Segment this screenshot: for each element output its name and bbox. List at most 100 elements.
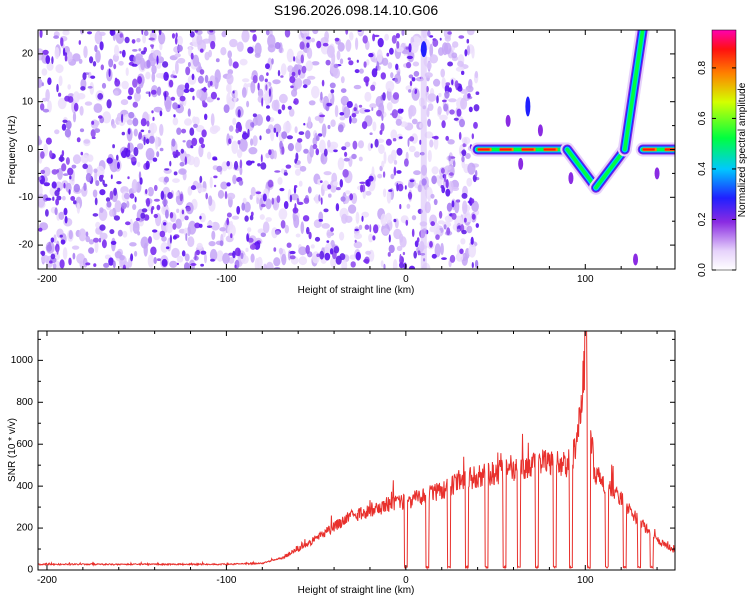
spectrogram-noise-blob (434, 243, 441, 258)
spectrogram-noise-blob (153, 213, 158, 219)
spectrogram-noise-blob (109, 30, 116, 36)
spectrogram-noise-blob (390, 129, 398, 140)
spectrogram-noise-blob (80, 30, 84, 35)
spectrogram-noise-blob (464, 49, 468, 57)
spectrogram-noise-blob (427, 195, 431, 202)
spectrogram-noise-blob (259, 214, 265, 220)
spectrogram-noise-blob (173, 171, 178, 176)
spectrogram-noise-blob (289, 76, 296, 84)
spectrogram-noise-blob (117, 229, 123, 237)
spectrogram-noise-blob (89, 82, 95, 95)
spectrogram-noise-blob (294, 185, 298, 188)
spectrogram-noise-blob (382, 188, 387, 198)
spectrogram-noise-blob (341, 213, 348, 224)
spectrogram-noise-blob (256, 197, 260, 205)
spectrogram-noise-blob (84, 101, 93, 106)
spectrogram-noise-blob (345, 39, 352, 52)
colorbar-label: Normalized spectral amplitude (737, 82, 748, 217)
spectrogram-noise-blob (371, 107, 374, 111)
spectrogram-noise-blob (80, 151, 84, 156)
spectrogram-noise-blob (401, 108, 404, 113)
spectrogram-noise-blob (139, 177, 143, 185)
spectrogram-noise-blob (126, 119, 133, 126)
spectrogram-noise-blob (333, 149, 338, 153)
spectrogram-noise-blob (356, 59, 359, 63)
spectrogram-noise-blob (273, 257, 281, 267)
spectrogram-noise-blob (171, 138, 176, 147)
spectrogram-noise-blob (412, 61, 420, 67)
spectrogram-noise-blob (141, 208, 148, 213)
spectrogram-noise-blob (143, 136, 146, 146)
spectrogram-noise-blob (199, 215, 202, 220)
spectrogram-noise-blob (226, 192, 236, 200)
spectrogram-noise-blob (330, 257, 337, 268)
spectrogram-noise-blob (453, 117, 459, 121)
spectrogram-noise-blob (330, 89, 335, 94)
spectrogram-noise-blob (448, 98, 457, 103)
spectrogram-noise-blob (94, 128, 101, 134)
spectrogram-noise-blob (143, 242, 148, 257)
spectrogram-noise-blob (152, 157, 158, 162)
spectrogram-noise-blob (247, 46, 254, 54)
spectrogram-noise-blob (249, 215, 254, 221)
spectrogram-noise-blob (410, 41, 419, 54)
spectrogram-ytick-label: -20 (19, 240, 34, 251)
spectrogram-noise-blob (205, 192, 208, 200)
spectrogram-noise-blob (228, 57, 233, 67)
spectrogram-noise-blob (82, 163, 88, 170)
spectrogram-noise-blob (134, 196, 137, 203)
spectrogram-noise-blob (316, 40, 322, 49)
spectrogram-noise-blob (344, 141, 351, 148)
spectrogram-noise-blob (411, 215, 417, 221)
spectrogram-noise-blob (397, 71, 401, 76)
spectrogram-noise-blob (299, 41, 305, 50)
spectrogram-noise-blob (62, 119, 68, 124)
spectrogram-noise-blob (435, 234, 440, 240)
spectrogram-noise-blob (45, 137, 52, 145)
spectrogram-noise-blob (456, 228, 461, 233)
spectrogram-noise-blob (408, 145, 416, 153)
spectrogram-noise-blob (390, 149, 397, 161)
spectrogram-noise-blob (346, 101, 353, 108)
spectrogram-noise-blob (233, 160, 239, 170)
spectrogram-noise-blob (208, 241, 216, 247)
spectrogram-noise-blob (265, 128, 271, 134)
spectrogram-noise-blob (429, 241, 433, 248)
spectrogram-noise-blob (111, 123, 117, 129)
colorbar-tick-label: 0.8 (697, 61, 708, 75)
spectrogram-noise-blob (284, 224, 289, 234)
spectrogram-noise-blob (204, 253, 207, 264)
colorbar-tick-label: 0.4 (697, 162, 708, 176)
spectrogram-noise-blob (156, 151, 160, 158)
spectrogram-noise-blob (183, 88, 190, 94)
snr-ytick-label: 0 (27, 565, 33, 576)
spectrogram-noise-blob (109, 229, 115, 235)
spectrogram-noise-blob (440, 68, 446, 78)
spectrogram-noise-blob (260, 203, 266, 208)
spectrogram-noise-blob (325, 59, 331, 66)
spectrogram-noise-blob (187, 62, 191, 67)
spectrogram-noise-blob (151, 30, 155, 33)
spectrogram-noise-blob (148, 91, 151, 97)
spectrogram-noise-blob (236, 205, 241, 215)
spectrogram-noise-blob (293, 98, 299, 105)
spectrogram-noise-blob (176, 35, 183, 46)
spectrogram-noise-blob (194, 222, 201, 229)
spectrogram-noise-blob (404, 185, 407, 190)
spectrogram-noise-blob (448, 155, 451, 162)
spectrogram-noise-blob (400, 121, 408, 128)
spectrogram-noise-blob (161, 236, 167, 242)
spectrogram-noise-blob (118, 60, 124, 66)
spectrogram-noise-blob (433, 136, 439, 150)
spectrogram-noise-blob (429, 226, 436, 233)
spectrogram-noise-blob (427, 93, 437, 102)
spectrogram-noise-blob (387, 62, 393, 69)
spectrogram-noise-blob (266, 105, 270, 109)
colorbar-tick-label: 0.2 (697, 212, 708, 226)
spectrogram-noise-blob (295, 233, 301, 238)
colorbar: 0.0 0.2 0.4 0.6 0.8 Normalized spectral ampl… (697, 29, 748, 277)
spectrogram-noise-blob (314, 236, 321, 242)
spectrogram-noise-blob (68, 257, 72, 266)
